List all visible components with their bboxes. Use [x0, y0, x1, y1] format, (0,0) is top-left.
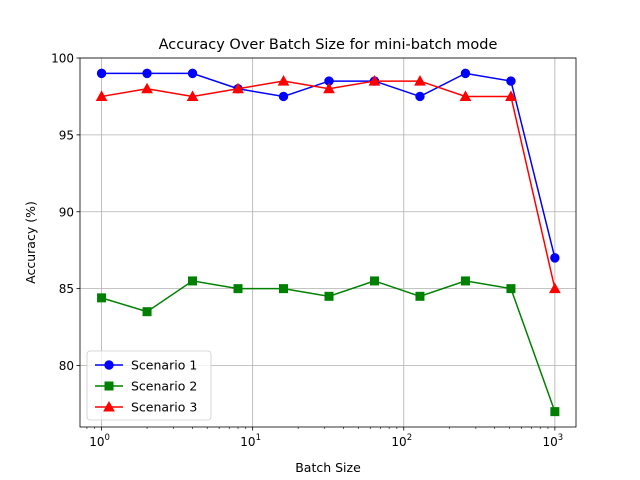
series-2-point	[142, 307, 152, 317]
legend-label: Scenario 2	[131, 379, 197, 394]
legend-box	[86, 350, 212, 421]
series-2-point	[279, 284, 289, 294]
y-tick-label: 90	[59, 205, 74, 219]
series-1-point	[506, 76, 516, 86]
series-3-point	[368, 75, 381, 86]
series-2-point	[97, 293, 107, 303]
legend-marker	[103, 400, 115, 412]
legend-label: Scenario 1	[131, 358, 197, 373]
x-axis-title: Batch Size	[295, 460, 361, 475]
series-2-point	[506, 284, 516, 294]
y-tick-label: 95	[59, 128, 74, 142]
series-2-point	[415, 291, 425, 301]
legend-marker	[104, 360, 114, 370]
series-3-point	[549, 282, 561, 294]
series-3-point	[414, 75, 426, 86]
y-axis-title: Accuracy (%)	[23, 201, 38, 284]
data-series	[95, 68, 561, 417]
series-1-point	[415, 91, 425, 102]
series-1-point	[550, 253, 560, 263]
series-3-point	[323, 82, 335, 94]
series-2-point	[188, 276, 198, 286]
legend-item-2: Scenario 2	[95, 379, 197, 394]
series-2-point	[550, 407, 560, 417]
series-1-point	[460, 68, 471, 79]
axes: 100 101 102 103 80 85 90 95 100	[51, 52, 563, 450]
series-3-point	[505, 90, 517, 101]
x-tick-label: 102	[391, 433, 412, 449]
series-1-point	[96, 68, 107, 79]
series-2-point	[369, 276, 379, 286]
series-2-point	[460, 276, 470, 286]
series-1-point	[142, 68, 152, 79]
legend-label: Scenario 3	[131, 400, 197, 415]
legend-marker	[104, 381, 114, 391]
x-tick-label: 103	[543, 433, 564, 449]
series-3-point	[277, 75, 290, 86]
chart-title: Accuracy Over Batch Size for mini-batch …	[159, 37, 498, 53]
x-tick-label: 100	[89, 433, 110, 449]
legend-item-3: Scenario 3	[95, 400, 197, 415]
series-1-point	[187, 68, 198, 79]
x-tick-label: 101	[240, 433, 261, 449]
y-tick-label: 80	[59, 359, 74, 373]
series-3-point	[459, 90, 472, 101]
series-3-point	[232, 82, 244, 94]
series-2	[97, 276, 560, 417]
series-3	[95, 75, 561, 294]
series-2-point	[233, 284, 243, 294]
series-2-point	[324, 291, 334, 301]
y-tick-label: 100	[51, 52, 74, 66]
series-3-point	[141, 82, 153, 94]
plot-frame	[79, 57, 577, 428]
legend-item-1: Scenario 1	[95, 358, 197, 373]
series-1-point	[278, 91, 289, 102]
y-tick-label: 85	[59, 282, 74, 296]
series-3-point	[95, 90, 108, 101]
legend: Scenario 1 Scenario 2 Scenario 3	[86, 350, 212, 421]
series-3-point	[186, 90, 199, 101]
